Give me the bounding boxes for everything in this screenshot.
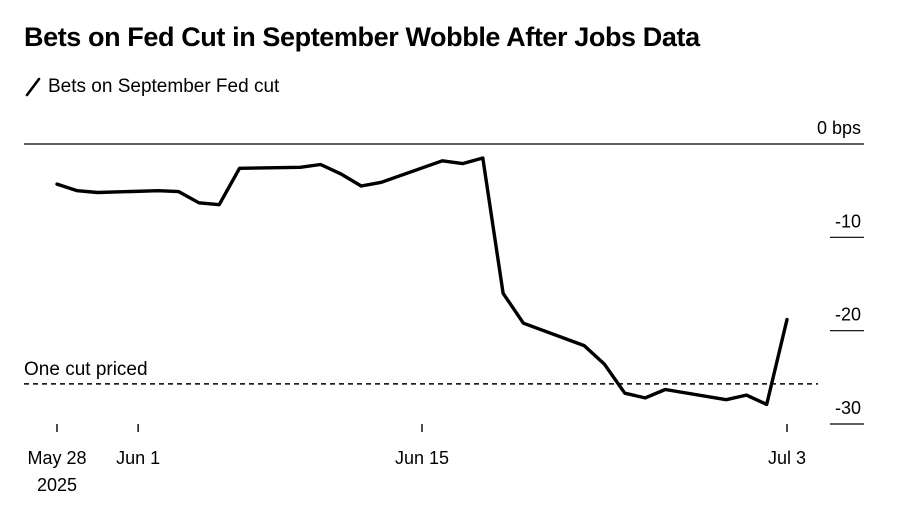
y-tick-label: -20 — [835, 305, 861, 325]
x-tick-sublabel: 2025 — [37, 475, 77, 495]
series-line — [55, 156, 789, 407]
x-tick-label: May 28 — [27, 448, 86, 468]
x-tick-label: Jun 1 — [116, 448, 160, 468]
chart-title: Bets on Fed Cut in September Wobble Afte… — [24, 22, 700, 52]
y-tick-label: -30 — [835, 398, 861, 418]
x-tick-label: Jul 3 — [768, 448, 806, 468]
reference-line: One cut priced — [24, 359, 818, 385]
x-axis: May 28 2025 Jun 1 Jun 15 Jul 3 — [27, 424, 806, 495]
series-group — [55, 156, 789, 407]
y-tick-label: 0 bps — [817, 118, 861, 138]
legend: Bets on September Fed cut — [24, 76, 279, 98]
y-axis: 0 bps -10 -20 -30 — [24, 118, 864, 425]
legend-label: Bets on September Fed cut — [48, 76, 280, 97]
y-tick-label: -10 — [835, 211, 861, 231]
x-tick-label: Jun 15 — [395, 448, 449, 468]
legend-line-icon — [25, 77, 41, 97]
reference-line-label: One cut priced — [24, 359, 148, 380]
